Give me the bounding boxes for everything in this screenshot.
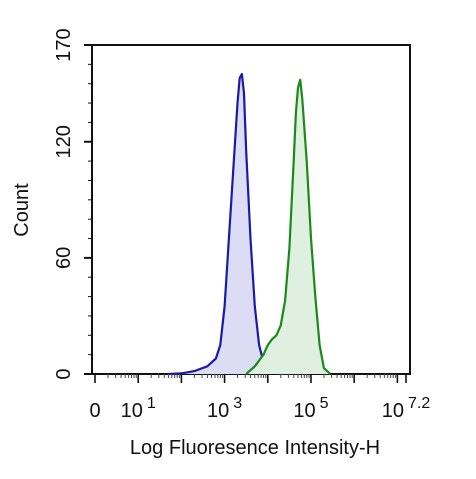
y-tick-label: 170 <box>53 28 75 61</box>
y-axis-ticks <box>84 44 92 375</box>
x-axis-title: Log Fluoresence Intensity-H <box>130 437 380 459</box>
x-tick-label: 0 <box>89 400 100 422</box>
y-axis-tick-labels: 0 60 120 170 <box>53 28 75 379</box>
x-tick-label: 10 3 <box>207 395 242 422</box>
x-tick-label: 10 5 <box>293 395 328 422</box>
x-tick-label: 10 7.2 <box>382 395 431 422</box>
x-axis-tick-labels: 0 10 1 10 3 10 5 10 7.2 <box>89 395 430 422</box>
x-tick-label: 10 1 <box>121 395 156 422</box>
x-axis-ticks <box>94 374 407 383</box>
y-tick-label: 60 <box>53 247 75 269</box>
series-2-fill <box>246 79 331 375</box>
y-tick-label: 0 <box>53 368 75 379</box>
series-1-fill <box>168 74 286 374</box>
y-tick-label: 120 <box>53 125 75 158</box>
series-2-line <box>245 78 332 375</box>
y-axis-title: Count <box>11 183 33 237</box>
series-layer <box>168 72 332 376</box>
